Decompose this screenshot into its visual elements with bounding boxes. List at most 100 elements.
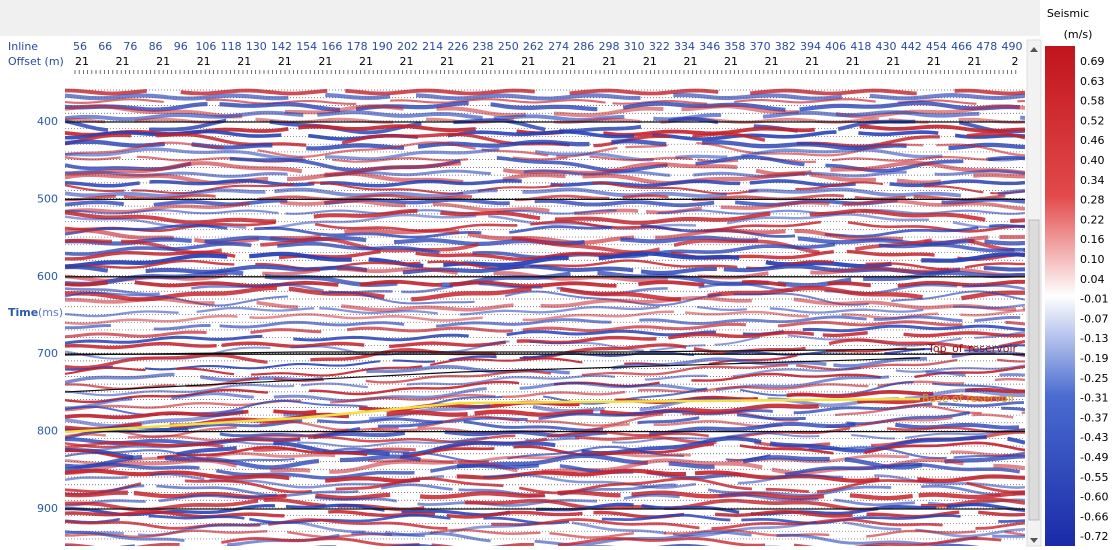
inline-number: 406 [825,40,846,53]
colorbar [1045,46,1075,546]
inline-number: 166 [321,40,342,53]
offset-number: 21 [156,55,170,68]
base-horizon-label: Base of reservoir [922,392,1016,405]
inline-number: 322 [649,40,670,53]
colorbar-label: 0.69 [1080,55,1105,68]
inline-number: 76 [123,40,137,53]
time-tick-label: 800 [37,425,58,438]
offset-number: 21 [927,55,941,68]
colorbar-label: -0.43 [1080,431,1108,444]
colorbar-unit: (m/s) [1064,28,1093,41]
offset-number: 21 [400,55,414,68]
offset-number: 21 [359,55,373,68]
inline-number: 154 [296,40,317,53]
inline-number: 310 [624,40,645,53]
inline-number: 202 [397,40,418,53]
toolbar-strip [0,0,1040,36]
colorbar-title: Seismic [1047,7,1089,20]
inline-number: 478 [976,40,997,53]
inline-number: 298 [598,40,619,53]
colorbar-label: 0.10 [1080,253,1105,266]
colorbar-label: 0.34 [1080,174,1105,187]
inline-number: 130 [246,40,267,53]
colorbar-label: 0.22 [1080,213,1105,226]
offset-number: 21 [765,55,779,68]
inline-number: 430 [876,40,897,53]
colorbar-label: 0.40 [1080,154,1105,167]
inline-label: Inline [8,40,38,53]
offset-number: 21 [237,55,251,68]
offset-number: 21 [440,55,454,68]
colorbar-label: -0.66 [1080,510,1108,523]
offset-number: 21 [805,55,819,68]
offset-number: 21 [197,55,211,68]
colorbar-label: -0.07 [1080,312,1108,325]
offset-number: 2 [1012,55,1019,68]
inline-number: 382 [775,40,796,53]
colorbar-label: 0.46 [1080,134,1105,147]
inline-number: 334 [674,40,695,53]
inline-number: 454 [926,40,947,53]
colorbar-label: 0.28 [1080,194,1105,207]
offset-number: 21 [967,55,981,68]
offset-number: 21 [643,55,657,68]
colorbar-label: -0.55 [1080,471,1108,484]
inline-number: 346 [699,40,720,53]
inline-number: 214 [422,40,443,53]
inline-number: 394 [800,40,821,53]
inline-number: 96 [174,40,188,53]
offset-number: 21 [846,55,860,68]
colorbar-label: -0.37 [1080,411,1108,424]
time-tick-label: 500 [37,192,58,205]
colorbar-label: -0.72 [1080,530,1108,543]
colorbar-label: -0.31 [1080,392,1108,405]
inline-number: 262 [523,40,544,53]
inline-number: 190 [372,40,393,53]
time-tick-label: 700 [37,347,58,360]
offset-number: 21 [521,55,535,68]
offset-number: 21 [562,55,576,68]
inline-number: 370 [750,40,771,53]
offset-number: 21 [116,55,130,68]
seismic-view: Inline Offset (m) Time (ms) Seismic (m/s… [0,0,1116,550]
inline-number: 238 [473,40,494,53]
colorbar-label: 0.16 [1080,233,1105,246]
colorbar-label: -0.25 [1080,372,1108,385]
time-tick-label: 400 [37,115,58,128]
inline-number: 106 [195,40,216,53]
inline-number: 250 [498,40,519,53]
time-tick-label: 900 [37,502,58,515]
colorbar-label: 0.04 [1080,273,1105,286]
inline-number: 418 [850,40,871,53]
inline-number: 358 [724,40,745,53]
offset-number: 21 [683,55,697,68]
inline-number: 142 [271,40,292,53]
scroll-thumb[interactable] [1029,220,1039,520]
inline-number: 286 [573,40,594,53]
colorbar-label: -0.60 [1080,491,1108,504]
offset-number: 21 [318,55,332,68]
time-axis-label: Time [8,306,38,319]
colorbar-label: 0.63 [1080,75,1105,88]
offset-number: 21 [886,55,900,68]
colorbar-label: -0.01 [1080,293,1108,306]
time-axis-unit: (ms) [38,306,63,319]
inline-number: 442 [901,40,922,53]
inline-number: 56 [73,40,87,53]
time-tick-label: 600 [37,270,58,283]
inline-number: 466 [951,40,972,53]
offset-number: 21 [602,55,616,68]
inline-number: 226 [447,40,468,53]
inline-number: 86 [149,40,163,53]
offset-number: 21 [724,55,738,68]
colorbar-label: -0.19 [1080,352,1108,365]
top-horizon-label: Top_of_reservoir [927,342,1018,355]
inline-number: 178 [347,40,368,53]
colorbar-label: -0.13 [1080,332,1108,345]
offset-number: 21 [481,55,495,68]
offset-number: 21 [75,55,89,68]
inline-number: 118 [221,40,242,53]
inline-number: 490 [1002,40,1023,53]
offset-number: 21 [278,55,292,68]
inline-number: 274 [548,40,569,53]
